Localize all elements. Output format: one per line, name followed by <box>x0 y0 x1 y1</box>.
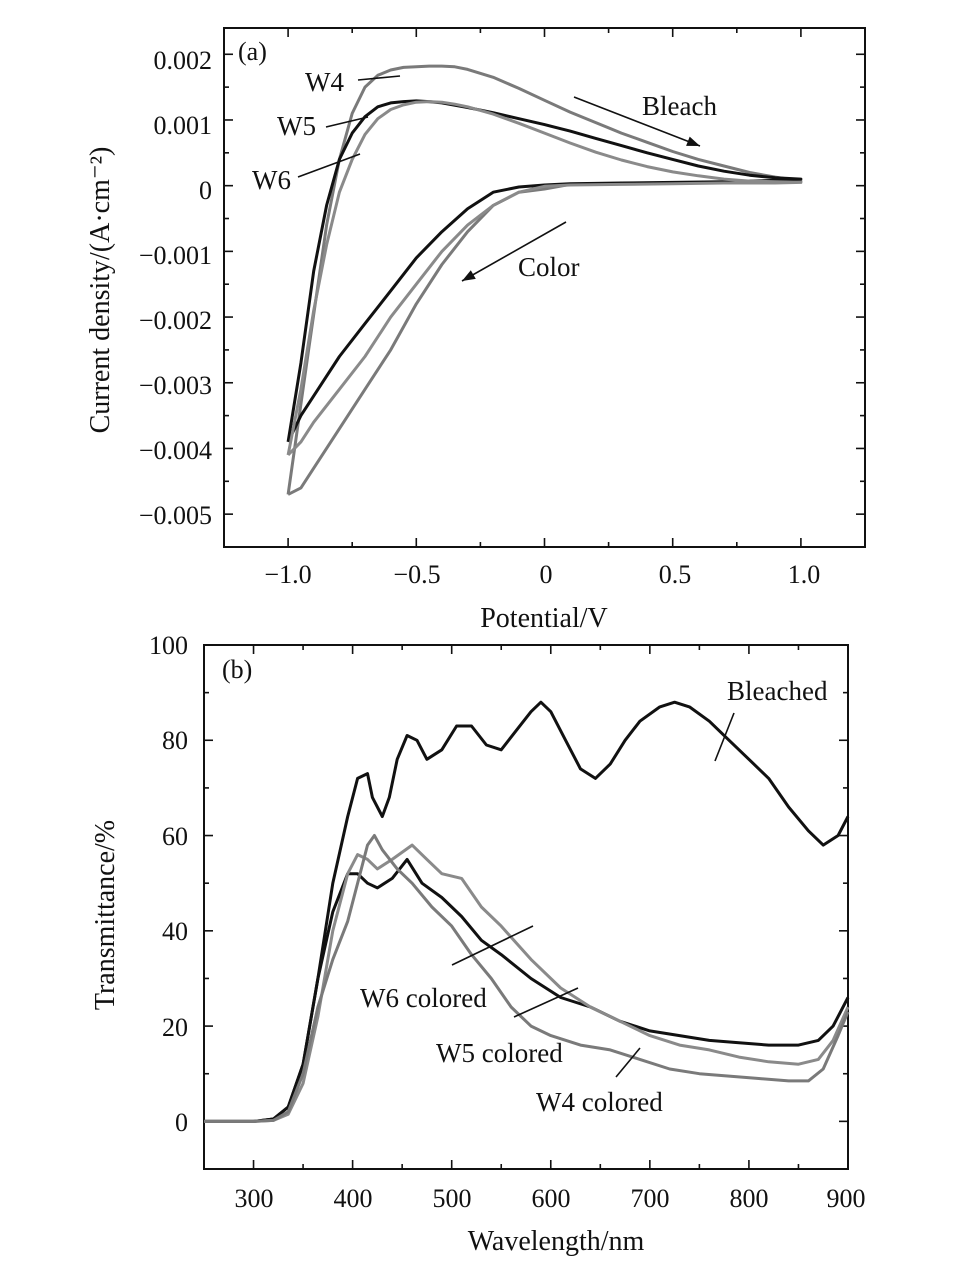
series-label-w6: W6 <box>252 165 291 195</box>
annotation-color: Color <box>518 252 580 282</box>
x-axis-label-b: Wavelength/nm <box>468 1226 645 1257</box>
annotation-pointer <box>357 75 401 81</box>
y-axis-label-b: Transmittance/% <box>90 820 121 1010</box>
series-line-bleached <box>204 700 850 1123</box>
xtick-label: −1.0 <box>264 560 311 589</box>
arrowhead-icon <box>462 270 476 281</box>
xtick-label: 500 <box>433 1184 472 1213</box>
ytick-label: −0.004 <box>139 436 212 465</box>
series-group-b <box>204 700 850 1123</box>
xtick-label: 300 <box>235 1184 274 1213</box>
annotation-arrow <box>573 96 701 147</box>
series-line-w5 <box>286 99 803 443</box>
y-axis-label-a: Current density/(A·cm⁻²) <box>85 147 116 434</box>
xtick-label: 700 <box>631 1184 670 1213</box>
series-line-w6 <box>286 100 803 457</box>
ytick-label: 0.002 <box>154 46 213 75</box>
annotation-group-b <box>451 712 735 1078</box>
ytick-label: 0 <box>199 176 212 205</box>
xtick-label: −0.5 <box>393 560 440 589</box>
annotation-pointer <box>615 1047 641 1078</box>
chart-panel-b: 300 400 500 600 700 800 900 0 20 40 60 8… <box>90 631 866 1257</box>
annotation-group-a <box>297 75 701 282</box>
xtick-label: 800 <box>730 1184 769 1213</box>
ytick-label: 80 <box>162 726 188 755</box>
tick-marks-a <box>223 28 866 548</box>
xtick-label: 1.0 <box>788 560 821 589</box>
series-line-w6-colored <box>204 857 850 1123</box>
xtick-label: 900 <box>827 1184 866 1213</box>
ytick-label: −0.005 <box>139 501 212 530</box>
annotation-arrow <box>461 221 567 282</box>
chart-panel-a: −1.0 −0.5 0 0.5 1.0 0.002 0.001 0 −0.001… <box>85 27 866 634</box>
ytick-label: −0.002 <box>139 306 212 335</box>
arrowhead-icon <box>686 136 700 146</box>
series-label-bleached: Bleached <box>727 676 828 706</box>
series-group-a <box>286 64 803 496</box>
xtick-label: 400 <box>334 1184 373 1213</box>
ytick-label: 60 <box>162 822 188 851</box>
panel-label-b: (b) <box>222 655 252 684</box>
series-label-w4-colored: W4 colored <box>536 1087 663 1117</box>
xtick-label: 600 <box>532 1184 571 1213</box>
annotation-bleach: Bleach <box>642 91 717 121</box>
ytick-label: 0.001 <box>154 111 213 140</box>
series-line-w4 <box>286 64 803 496</box>
annotation-pointer <box>714 712 735 762</box>
series-line-w4-colored <box>204 834 850 1123</box>
ytick-label: −0.001 <box>139 241 212 270</box>
series-line-w5-colored <box>204 843 850 1123</box>
ytick-label: 100 <box>149 631 188 660</box>
plot-frame-b <box>203 644 849 1170</box>
series-label-w6-colored: W6 colored <box>360 983 487 1013</box>
x-axis-label-a: Potential/V <box>480 603 608 634</box>
xtick-label: 0 <box>540 560 553 589</box>
annotation-pointer <box>451 925 534 966</box>
series-label-w5: W5 <box>277 111 316 141</box>
annotation-pointer <box>325 116 369 128</box>
series-label-w4: W4 <box>305 67 344 97</box>
ytick-label: 40 <box>162 917 188 946</box>
ytick-label: 20 <box>162 1013 188 1042</box>
series-label-w5-colored: W5 colored <box>436 1038 563 1068</box>
ytick-label: 0 <box>175 1108 188 1137</box>
annotation-pointer <box>513 987 579 1018</box>
xtick-label: 0.5 <box>659 560 692 589</box>
panel-label-a: (a) <box>238 37 267 66</box>
ytick-label: −0.003 <box>139 371 212 400</box>
annotation-pointer <box>297 153 361 178</box>
